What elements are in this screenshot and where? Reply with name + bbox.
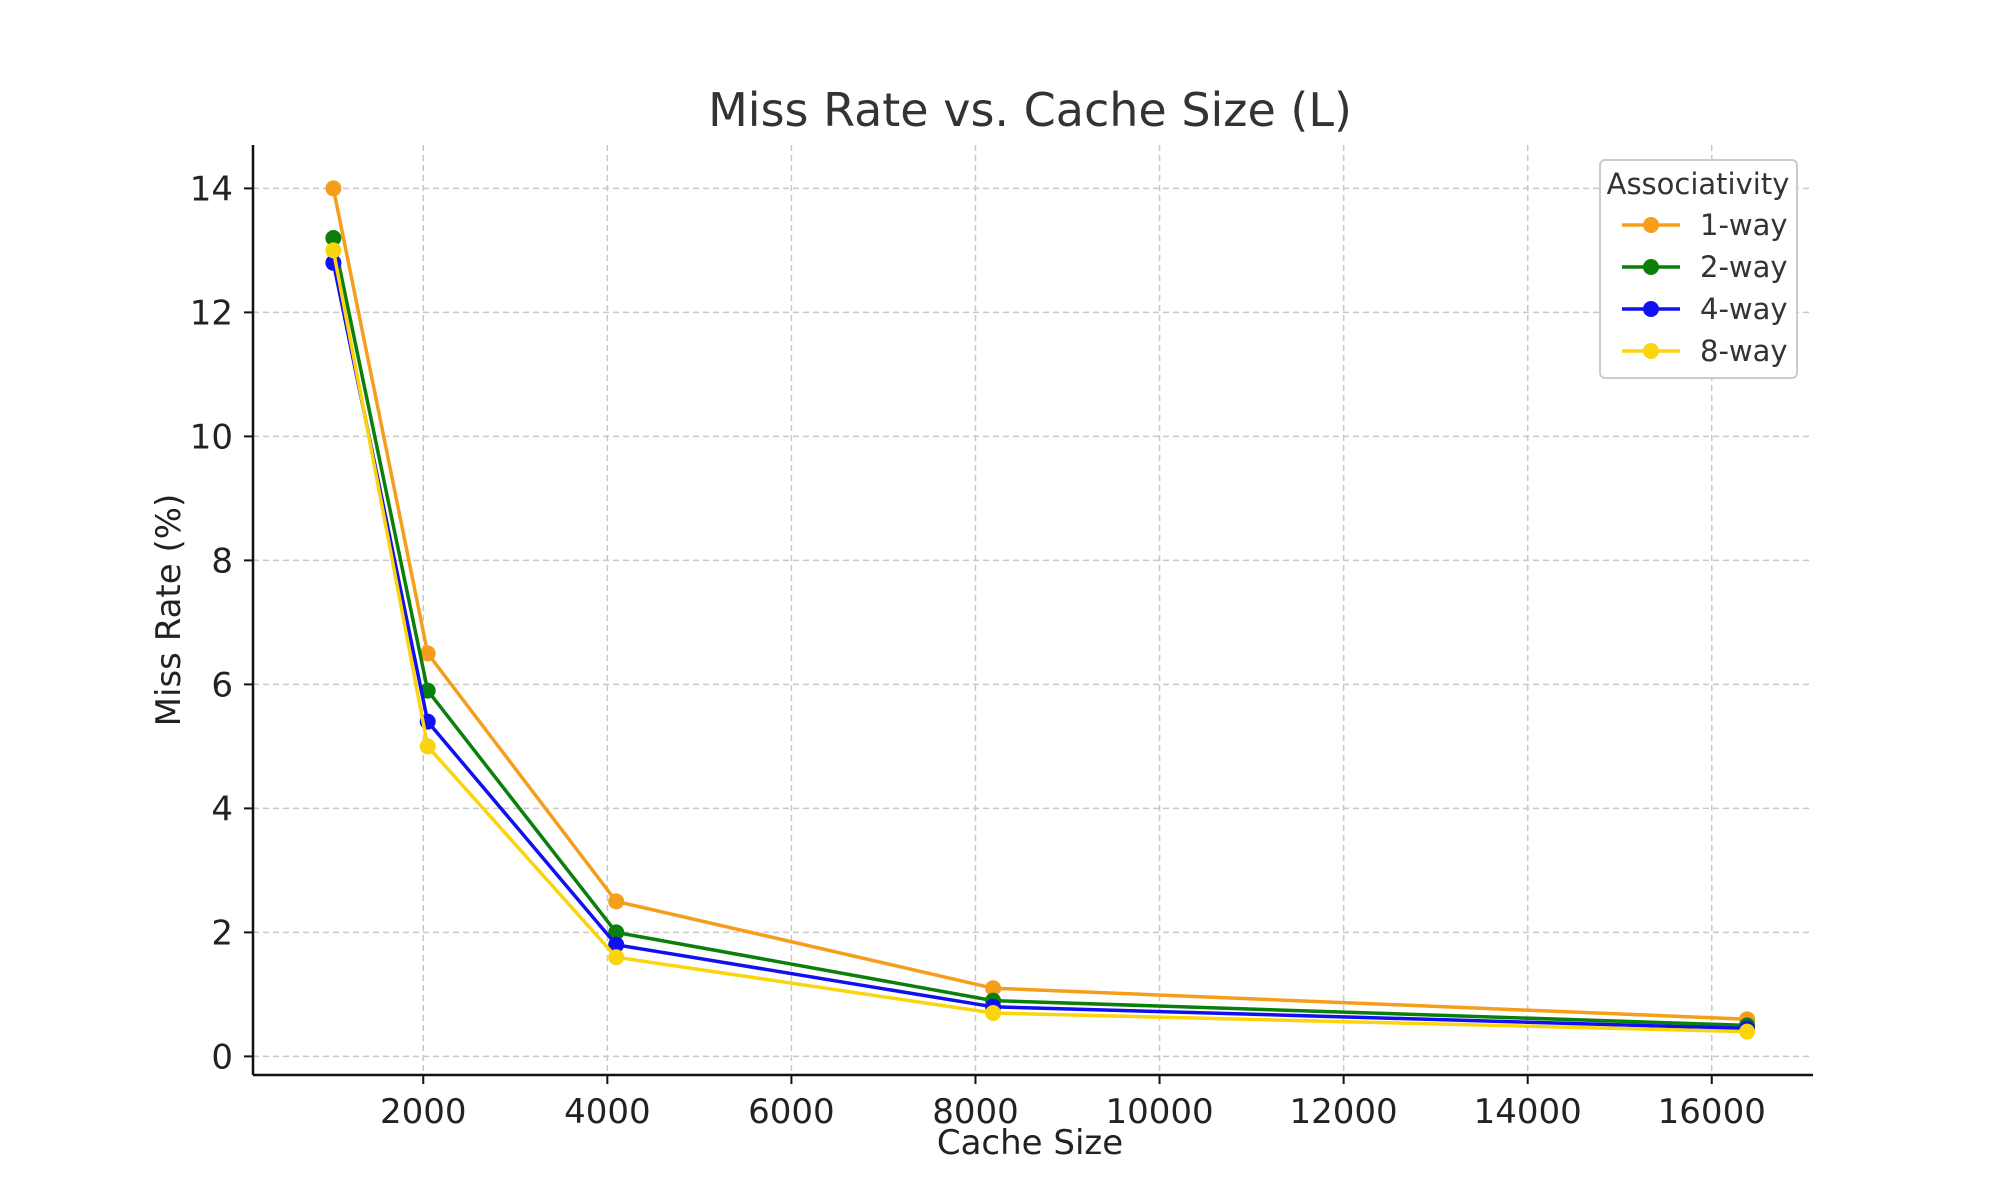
x-tick-label: 6000 (748, 1092, 835, 1132)
data-point (985, 1005, 1002, 1021)
y-tick-label: 6 (211, 665, 233, 705)
series-2-way (325, 230, 1756, 1034)
data-point (608, 949, 625, 966)
series-4-way (325, 254, 1756, 1037)
y-tick-label: 0 (211, 1037, 233, 1077)
y-tick-label: 14 (190, 169, 233, 209)
legend-label: 4-way (1700, 292, 1788, 326)
series-8-way (325, 242, 1756, 1040)
series-layer (325, 180, 1756, 1040)
legend-item: 4-way (1622, 292, 1788, 326)
data-point (325, 180, 342, 197)
legend-swatch-marker (1643, 259, 1659, 275)
legend-item: 8-way (1622, 334, 1788, 368)
x-tick-label: 4000 (564, 1092, 651, 1132)
series-line (331, 236, 1749, 1028)
chart-title: Miss Rate vs. Cache Size (L) (708, 83, 1352, 137)
legend-item: 2-way (1622, 250, 1788, 284)
y-tick-label: 2 (211, 913, 233, 953)
x-tick-label: 12000 (1290, 1092, 1398, 1132)
legend-items: 1-way 2-way 4-way 8-way (1622, 208, 1788, 368)
data-point (325, 230, 342, 246)
series-1-way (325, 180, 1756, 1028)
x-tick-label: 14000 (1474, 1092, 1582, 1132)
grid-layer (253, 145, 1813, 1075)
data-point (325, 242, 342, 259)
data-point (608, 924, 625, 941)
data-point (985, 980, 1002, 997)
data-point (1739, 1023, 1756, 1040)
data-point (419, 645, 436, 662)
y-tick-label: 12 (190, 293, 233, 333)
x-axis-title: Cache Size (937, 1123, 1123, 1163)
data-point (419, 738, 436, 755)
y-tick-label: 10 (190, 417, 233, 457)
y-axis-title: Miss Rate (%) (149, 494, 189, 727)
x-tick-label: 8000 (932, 1092, 1019, 1132)
legend-swatch-marker (1643, 217, 1659, 233)
series-line (331, 248, 1749, 1034)
legend-label: 1-way (1700, 208, 1788, 242)
y-tick-label: 8 (211, 541, 233, 581)
legend-box (1599, 159, 1798, 379)
data-point (608, 936, 625, 953)
x-tick-label: 16000 (1658, 1092, 1766, 1132)
legend-label: 2-way (1700, 250, 1788, 284)
series-line (331, 261, 1749, 1031)
legend: Associativity 1-way 2-way 4-way 8-way (1599, 159, 1798, 379)
legend-item: 1-way (1622, 208, 1788, 242)
legend-swatch-marker (1643, 301, 1659, 317)
data-point (608, 893, 625, 910)
x-tick-label: 10000 (1105, 1092, 1213, 1132)
x-tick-label: 2000 (380, 1092, 467, 1132)
legend-swatch-marker (1643, 343, 1659, 359)
tick-layer: 2000 4000 6000 8000 10000 12000 14000 16000 0 2 4 6… (190, 169, 1766, 1132)
y-tick-label: 4 (211, 789, 233, 829)
legend-title: Associativity (1607, 167, 1790, 201)
legend-label: 8-way (1700, 334, 1788, 368)
axes-layer (251, 145, 1813, 1077)
